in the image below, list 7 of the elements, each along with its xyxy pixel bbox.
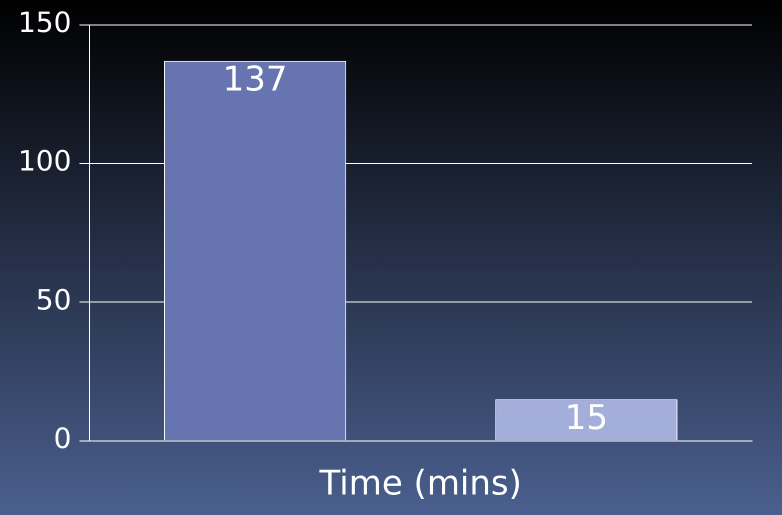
data-label: 137 <box>222 60 288 100</box>
y-tick-label: 0 <box>54 422 72 456</box>
y-tick-label: 50 <box>36 283 72 316</box>
y-tick-label: 100 <box>18 144 72 178</box>
data-label: 15 <box>564 398 608 438</box>
y-tick-label: 150 <box>18 6 72 40</box>
x-axis-title: Time (mins) <box>318 463 522 504</box>
